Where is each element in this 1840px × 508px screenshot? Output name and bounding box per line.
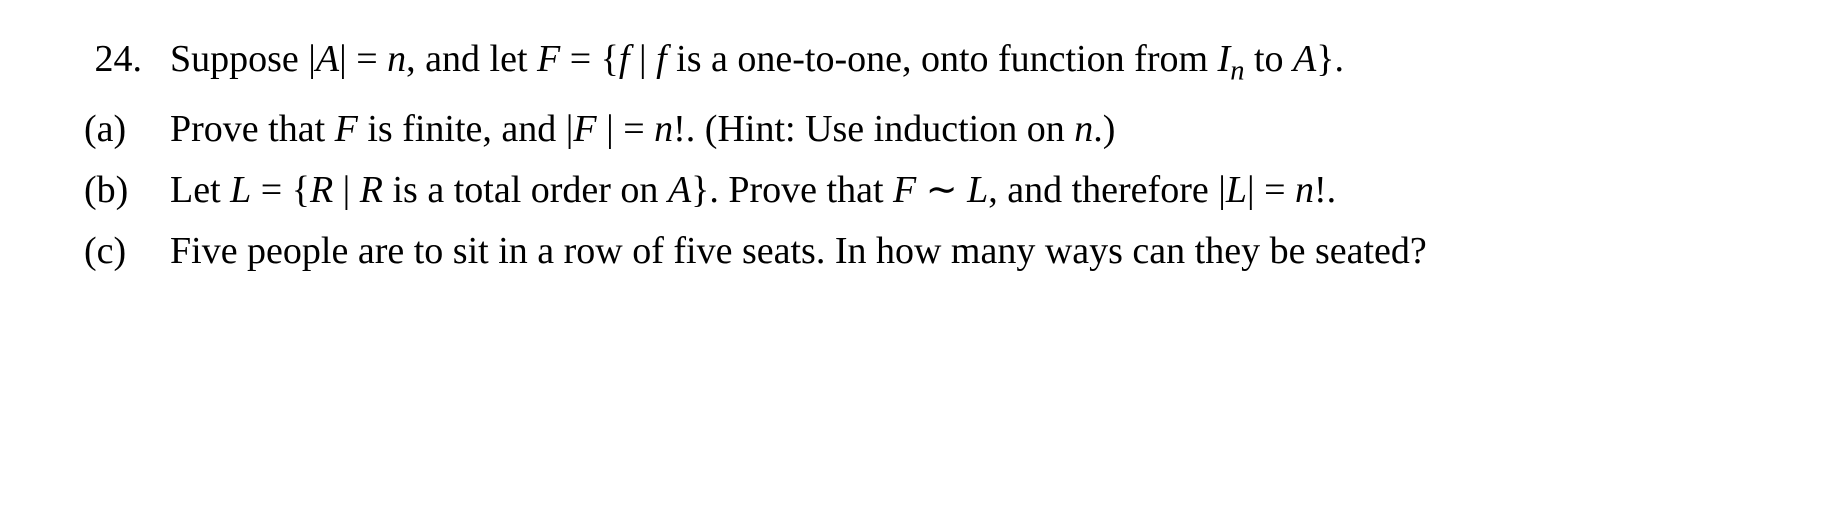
part-text: Prove that F is finite, and |F | = n!. (…	[170, 100, 1770, 159]
part-text: Let L = {R | R is a total order on A}. P…	[170, 161, 1770, 220]
part-text: Five people are to sit in a row of five …	[170, 222, 1770, 281]
part-label: (c)	[70, 222, 170, 281]
problem-block: 24. Suppose |A| = n, and let F = {f | f …	[70, 30, 1770, 280]
problem-part: (a) Prove that F is finite, and |F | = n…	[170, 100, 1770, 159]
problem-number: 24.	[70, 30, 170, 89]
problem-body: Suppose |A| = n, and let F = {f | f is a…	[170, 30, 1770, 280]
part-label: (a)	[70, 100, 170, 159]
problem-part: (b) Let L = {R | R is a total order on A…	[170, 161, 1770, 220]
part-label: (b)	[70, 161, 170, 220]
problem-stem: Suppose |A| = n, and let F = {f | f is a…	[170, 30, 1770, 94]
problem-part: (c) Five people are to sit in a row of f…	[170, 222, 1770, 281]
